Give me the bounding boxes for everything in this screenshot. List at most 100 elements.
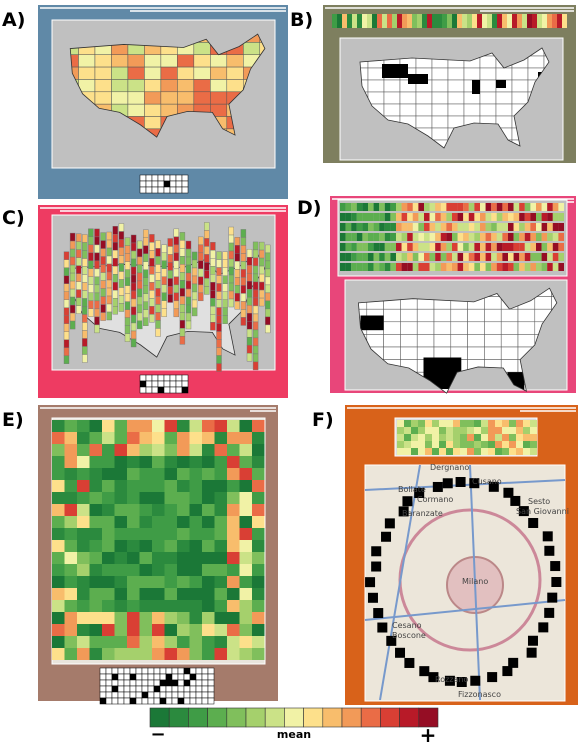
- strip-cell: [452, 243, 458, 251]
- strip-cell: [362, 233, 368, 241]
- heat-cell: [252, 504, 265, 516]
- bar-cell: [130, 258, 137, 268]
- heat-cell: [139, 612, 152, 624]
- strip-cell: [407, 263, 413, 271]
- heat-cell: [227, 492, 240, 504]
- bar-cell: [63, 283, 70, 292]
- control-cell: [129, 679, 137, 687]
- control-cell: [201, 697, 209, 705]
- bar-cell: [216, 283, 222, 292]
- bar-cell: [112, 282, 119, 291]
- heat-cell: [152, 588, 165, 600]
- strip-cell: [429, 253, 436, 261]
- strip-cell: [508, 203, 514, 211]
- heat-cell: [239, 516, 252, 528]
- strip-cell: [357, 14, 362, 28]
- control-cell: [151, 380, 159, 388]
- strip-cell: [457, 243, 464, 251]
- bar-cell: [124, 293, 131, 302]
- strip-cell: [467, 14, 472, 28]
- strip-cell: [418, 243, 424, 251]
- strip-cell: [530, 223, 536, 231]
- heat-cell: [227, 468, 240, 480]
- strip-cell: [396, 253, 402, 261]
- bar-cell: [265, 276, 271, 286]
- map-label: Bollate: [398, 485, 426, 494]
- heat-cell: [439, 441, 446, 448]
- state: [433, 334, 452, 348]
- strip-cell: [368, 233, 374, 241]
- bar-cell: [259, 273, 265, 283]
- strip-cell: [485, 243, 492, 251]
- strip-cell: [457, 263, 464, 271]
- strip-cell: [345, 213, 352, 221]
- bar-cell: [82, 266, 88, 275]
- bar-cell: [185, 320, 192, 330]
- control-cell: [145, 186, 153, 194]
- bar-cell: [136, 248, 143, 258]
- control-cell: [111, 679, 119, 687]
- strip-cell: [542, 14, 547, 28]
- heat-cell: [239, 564, 252, 576]
- strip-cell: [362, 223, 368, 231]
- state: [500, 346, 519, 360]
- bar-cell: [118, 295, 125, 304]
- strip-cell: [356, 253, 363, 261]
- bar-cell: [191, 283, 198, 293]
- bar-cell: [149, 234, 155, 243]
- legend-max: +: [420, 723, 437, 745]
- state: [495, 91, 513, 105]
- heat-cell: [177, 552, 190, 564]
- bar-cell: [191, 259, 198, 269]
- strip-cell: [412, 243, 419, 251]
- sensor: [503, 487, 514, 498]
- map-label: Dergnano: [430, 463, 469, 472]
- control-cell: [111, 667, 119, 675]
- heat-cell: [453, 420, 460, 427]
- bar-cell: [191, 275, 198, 285]
- road: [379, 464, 421, 701]
- strip-cell: [474, 253, 480, 261]
- bar-cell: [161, 284, 167, 293]
- strip-cell: [362, 14, 367, 28]
- strip-cell: [558, 223, 564, 231]
- bar-cell: [88, 284, 94, 293]
- heat-cell: [177, 432, 190, 444]
- strip-cell: [367, 14, 372, 28]
- bar-cell: [173, 268, 180, 278]
- bar-cell: [82, 274, 88, 283]
- strip-cell: [541, 253, 548, 261]
- map-outline: [359, 47, 550, 149]
- strip-cell: [382, 14, 387, 28]
- heat-cell: [214, 564, 227, 576]
- heat-cell: [127, 480, 140, 492]
- state: [495, 67, 513, 81]
- control-cell: [171, 691, 179, 699]
- control-cell: [105, 697, 113, 705]
- bar-cell: [100, 272, 106, 281]
- heat-cell: [214, 636, 227, 648]
- heat-cell: [64, 648, 77, 660]
- map-label: Baranzate: [402, 509, 443, 518]
- control-cell: [139, 186, 147, 194]
- bar-cell: [88, 252, 94, 261]
- bar-cell: [82, 330, 88, 339]
- heat-cell: [139, 648, 152, 660]
- bar-cell: [240, 277, 247, 286]
- bar-cell: [94, 260, 100, 270]
- strip-cell: [401, 203, 408, 211]
- control-cell: [117, 667, 125, 675]
- strip-cell: [536, 253, 542, 261]
- heat-cell: [516, 434, 523, 441]
- state: [450, 321, 468, 335]
- strip-cell: [519, 213, 525, 221]
- bar-cell: [100, 288, 106, 297]
- heat-cell: [252, 468, 265, 480]
- strip-cell: [351, 243, 357, 251]
- heat-cell: [252, 576, 265, 588]
- control-cell: [145, 174, 153, 182]
- heat-cell: [127, 588, 140, 600]
- layer: DergnanoBollateCusanoCormanoBaranzateSes…: [52, 14, 569, 728]
- strip-cell: [536, 223, 542, 231]
